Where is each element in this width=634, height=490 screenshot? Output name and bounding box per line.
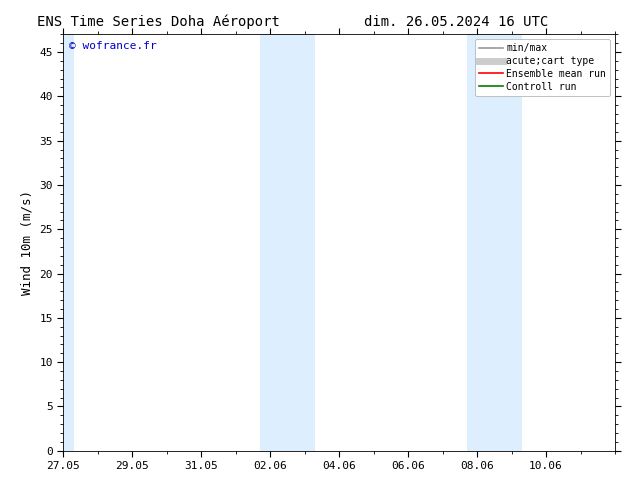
Text: © wofrance.fr: © wofrance.fr	[69, 41, 157, 50]
Legend: min/max, acute;cart type, Ensemble mean run, Controll run: min/max, acute;cart type, Ensemble mean …	[476, 39, 610, 96]
Text: ENS Time Series Doha Aéroport: ENS Time Series Doha Aéroport	[37, 15, 280, 29]
Text: dim. 26.05.2024 16 UTC: dim. 26.05.2024 16 UTC	[365, 15, 548, 29]
Bar	[467, 34, 522, 451]
Bar	[260, 34, 315, 451]
Bar	[61, 34, 74, 451]
Y-axis label: Wind 10m (m/s): Wind 10m (m/s)	[21, 190, 34, 295]
